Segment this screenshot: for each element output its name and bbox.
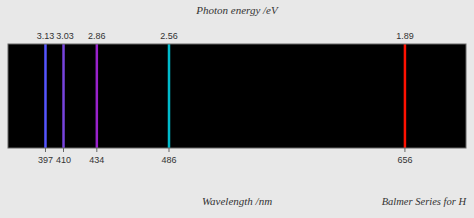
energy-label: 1.89 [396, 31, 414, 41]
title: Photon energy /eV [195, 4, 279, 16]
x-tick [404, 148, 405, 152]
energy-label: 3.03 [56, 31, 74, 41]
x-tick-label: 410 [56, 155, 71, 165]
x-tick-label: 486 [161, 155, 176, 165]
annotation: Balmer Series for H [382, 196, 468, 207]
energy-label: 2.86 [88, 31, 106, 41]
x-tick [45, 148, 46, 152]
energy-label: 2.56 [160, 31, 178, 41]
axis-frame [8, 44, 466, 148]
x-tick-label: 397 [38, 155, 53, 165]
x-tick [63, 148, 64, 152]
spectral-line [404, 44, 407, 148]
background [0, 0, 474, 218]
chart: Photon energy /eV 3.133.03 2.86 2.56 1.89 397… [0, 0, 474, 218]
spectral-line [96, 44, 99, 148]
spectral-line [44, 44, 47, 148]
spectral-line [62, 44, 65, 148]
x-axis-label: Wavelength /nm [202, 195, 272, 207]
x-tick-label: 656 [397, 155, 412, 165]
x-tick [96, 148, 97, 152]
plot-area [8, 44, 466, 148]
x-tick [168, 148, 169, 152]
lines [45, 44, 404, 148]
energy-label: 3.13 [37, 31, 55, 41]
spectral-line [168, 44, 171, 148]
x-tick-label: 434 [89, 155, 104, 165]
